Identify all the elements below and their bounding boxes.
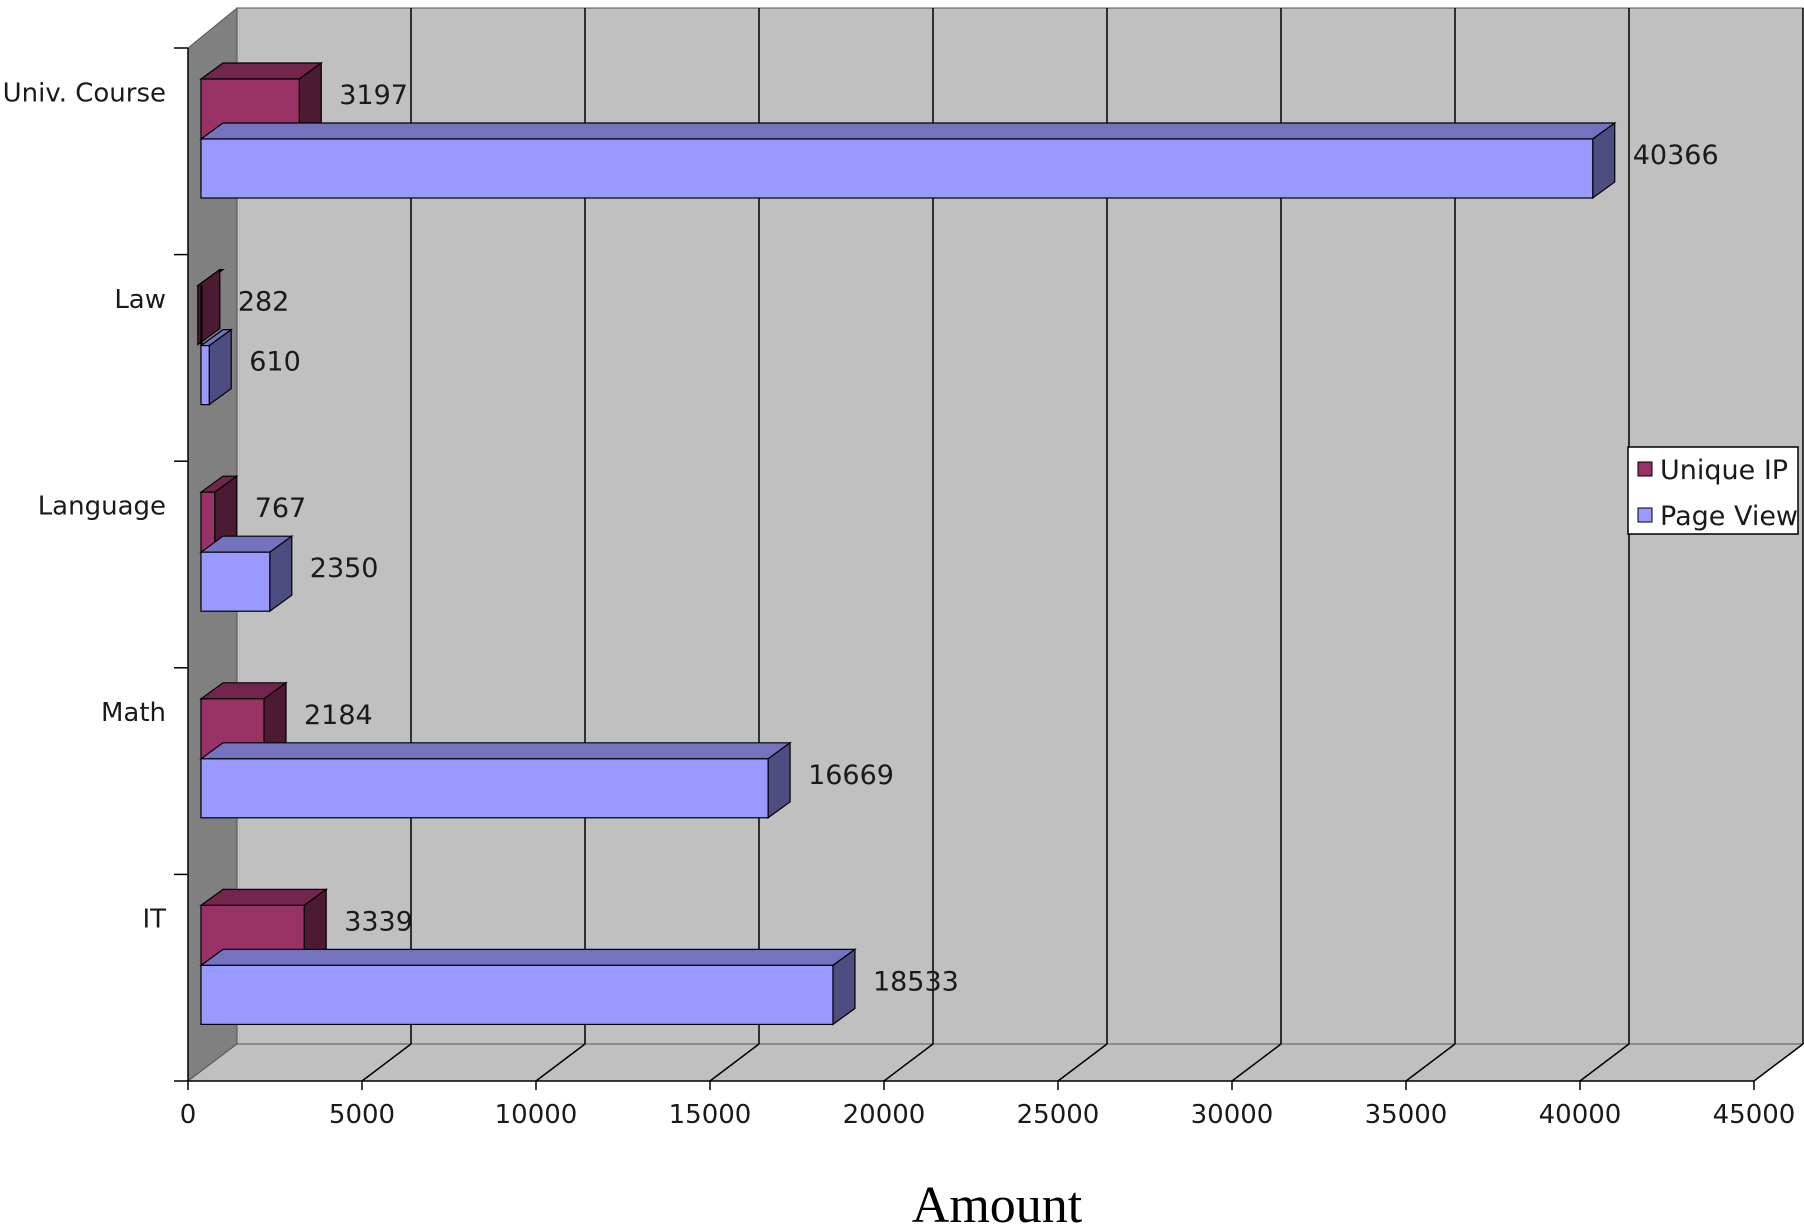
- value-label-unique-ip-univ-course: 3197: [339, 80, 408, 111]
- x-tick-label-45000: 45000: [1713, 1100, 1796, 1130]
- gridline-floor: [535, 1043, 586, 1082]
- category-label-math: Math: [101, 698, 166, 728]
- bar-front-face: [200, 551, 271, 612]
- bar-top-face: [199, 122, 1617, 140]
- category-label-univ-course: Univ. Course: [3, 78, 166, 108]
- value-label-page-view-univ-course: 40366: [1633, 140, 1719, 171]
- category-label-law: Law: [114, 285, 166, 315]
- x-tick-label-25000: 25000: [1017, 1100, 1100, 1130]
- legend-swatch-unique-ip: [1637, 461, 1653, 477]
- legend-box: [1627, 446, 1799, 535]
- bar-page-view-univ-course: [199, 121, 1617, 200]
- value-label-unique-ip-language: 767: [255, 493, 307, 524]
- bar-page-view-law: [199, 328, 234, 406]
- x-tick-label-10000: 10000: [495, 1100, 578, 1130]
- value-label-unique-ip-law: 282: [238, 287, 290, 318]
- x-tick-label-15000: 15000: [669, 1100, 752, 1130]
- gridline-floor: [709, 1043, 760, 1082]
- gridline-floor: [1405, 1043, 1456, 1082]
- bar-page-view-it: [199, 948, 857, 1026]
- value-label-page-view-it: 18533: [873, 966, 959, 997]
- gridline-floor: [1753, 1043, 1804, 1082]
- legend-label-unique-ip: Unique IP: [1660, 455, 1788, 486]
- bar-top-face: [199, 948, 857, 967]
- x-axis-title: Amount: [912, 1177, 1083, 1225]
- value-label-unique-ip-it: 3339: [344, 906, 413, 937]
- gridline-floor: [361, 1043, 412, 1082]
- x-tick-label-40000: 40000: [1539, 1100, 1622, 1130]
- bar-top-face: [199, 742, 792, 760]
- bar-front-face: [200, 491, 216, 552]
- x-tick-label-0: 0: [180, 1100, 197, 1130]
- bar-front-face: [200, 285, 203, 346]
- legend-swatch-page-view: [1637, 507, 1653, 523]
- gridline-floor: [883, 1043, 934, 1082]
- gridline-floor: [1231, 1043, 1282, 1082]
- gridline-floor: [1057, 1043, 1108, 1082]
- x-tick-label-30000: 30000: [1191, 1100, 1274, 1130]
- value-label-unique-ip-math: 2184: [304, 700, 373, 731]
- bar-front-face: [200, 138, 1594, 199]
- bar-front-face: [200, 758, 769, 819]
- axes: 0 5000 10000 15000 20000 25000 30000 35000 40000…: [3, 47, 1796, 1130]
- bar-unique-ip-math: [199, 681, 288, 759]
- category-label-it: IT: [142, 905, 166, 935]
- legend: Unique IP Page View: [1627, 446, 1799, 535]
- floor: [186, 1043, 1804, 1082]
- bar-side-face: [197, 268, 221, 346]
- x-tick-label-5000: 5000: [329, 1100, 395, 1130]
- value-label-page-view-language: 2350: [310, 553, 379, 584]
- value-label-page-view-math: 16669: [808, 760, 894, 791]
- value-label-page-view-law: 610: [249, 347, 301, 378]
- gridline-floor: [1579, 1043, 1630, 1082]
- bar-front-face: [200, 964, 834, 1026]
- bar-unique-ip-language: [199, 475, 239, 553]
- category-label-language: Language: [38, 492, 166, 522]
- bar-front-face: [200, 345, 210, 406]
- x-tick-label-20000: 20000: [843, 1100, 926, 1130]
- bars: [195, 61, 1617, 1026]
- legend-label-page-view: Page View: [1660, 501, 1798, 532]
- bar-page-view-language: [199, 535, 294, 613]
- bar-page-view-math: [199, 741, 792, 819]
- x-tick-label-35000: 35000: [1365, 1100, 1448, 1130]
